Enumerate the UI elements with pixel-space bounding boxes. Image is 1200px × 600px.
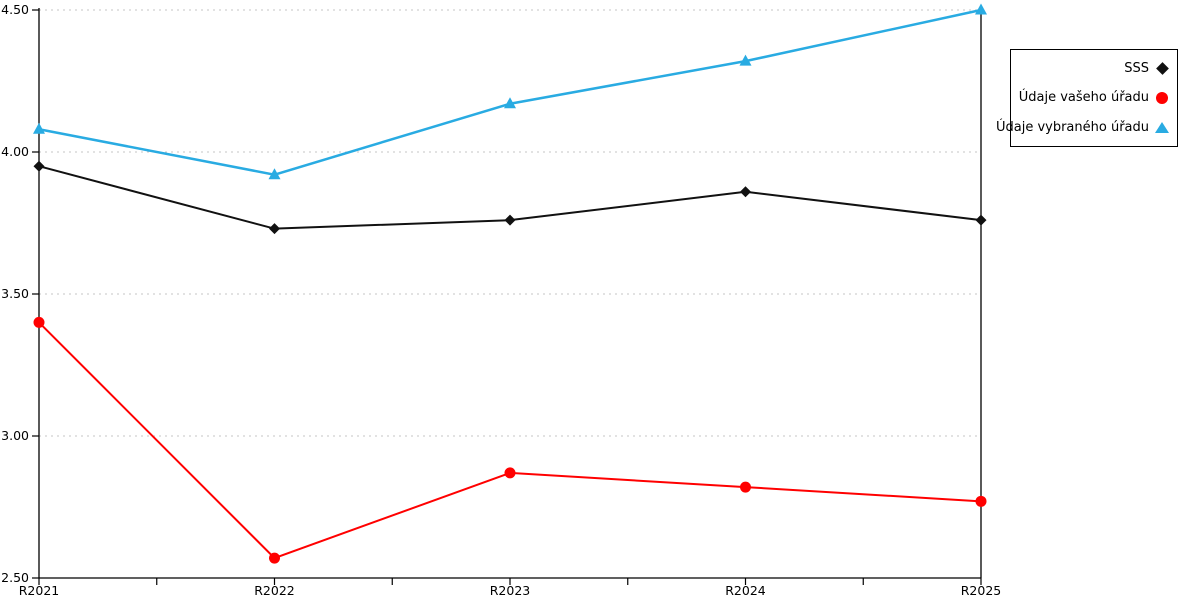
data-point-circle (740, 481, 751, 493)
data-point-circle (975, 495, 987, 507)
legend-label: SSS (1124, 61, 1149, 77)
y-tick-label: 3.50 (1, 286, 29, 301)
data-point-circle (269, 552, 280, 564)
y-tick-label: 4.50 (1, 2, 29, 17)
data-point-diamond (975, 214, 987, 226)
data-point-triangle (975, 3, 987, 15)
data-point-diamond (33, 160, 45, 172)
y-tick-label: 2.50 (1, 570, 29, 585)
data-point-triangle (739, 54, 752, 66)
series-line (38, 321, 982, 560)
data-point-circle (504, 467, 516, 479)
data-point-diamond (740, 186, 751, 198)
x-tick-label: R2022 (254, 583, 295, 598)
data-point-triangle (33, 122, 45, 134)
data-point-triangle (504, 97, 516, 109)
data-point-diamond (504, 214, 516, 226)
diamond-marker-icon (1155, 62, 1169, 76)
data-point-triangle (268, 168, 281, 180)
legend: SSS Údaje vašeho úřadu Údaje vybraného ú… (996, 49, 1178, 147)
legend-label: Údaje vašeho úřadu (1018, 90, 1149, 106)
x-tick-label: R2023 (490, 583, 531, 598)
x-tick-label: R2025 (961, 583, 1002, 598)
legend-item-udaje-vybraneho-uradu: Údaje vybraného úřadu (996, 120, 1169, 135)
triangle-marker-icon (1155, 121, 1169, 133)
circle-marker-icon (1156, 91, 1168, 104)
data-point-diamond (269, 223, 280, 235)
legend-label: Údaje vybraného úřadu (995, 119, 1149, 135)
legend-item-udaje-vaseho-uradu: Údaje vašeho úřadu (1015, 90, 1169, 105)
data-point-circle (33, 316, 45, 328)
series-line (38, 8, 982, 177)
y-tick-label: 3.00 (1, 428, 29, 443)
y-tick-label: 4.00 (1, 144, 29, 159)
x-tick-label: R2024 (725, 583, 766, 598)
legend-item-sss: SSS (1015, 61, 1169, 76)
x-tick-label: R2021 (19, 583, 60, 598)
